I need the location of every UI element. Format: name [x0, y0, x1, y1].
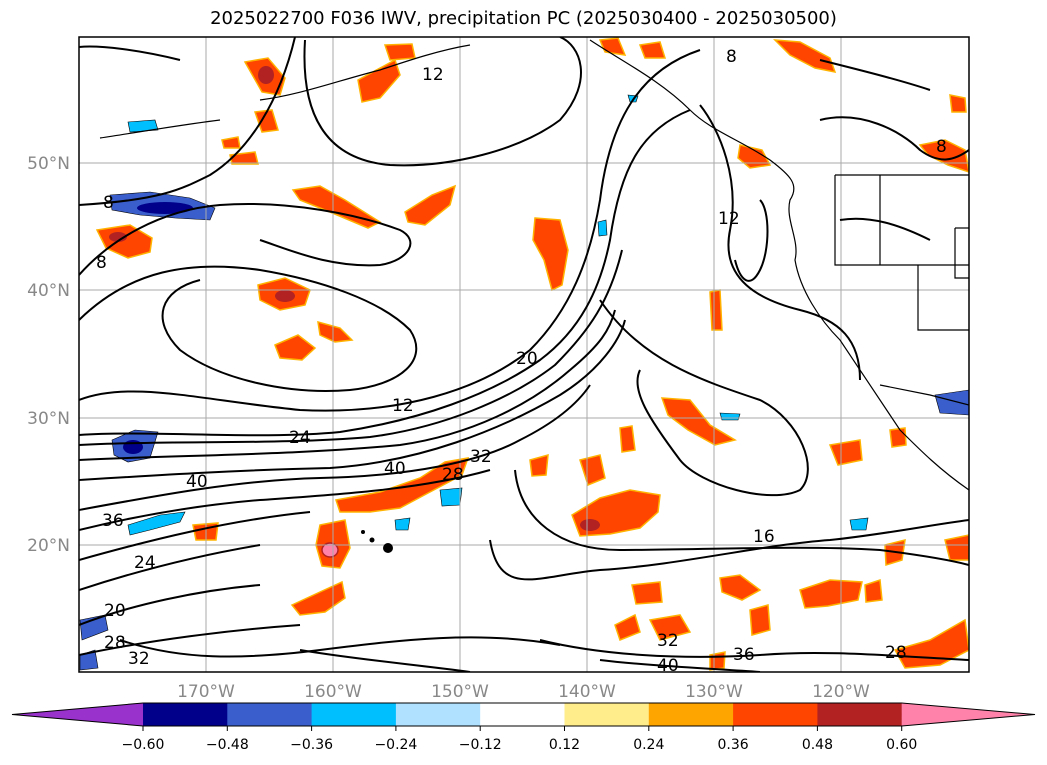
colorbar-segment — [648, 703, 734, 726]
colorbar-extend-low — [12, 703, 143, 726]
contour-label: 8 — [726, 47, 737, 67]
lon-tick-label: 170°W — [177, 682, 235, 702]
hawaii-islands — [361, 530, 393, 553]
map-frame — [78, 36, 970, 673]
contour-label: 32 — [128, 649, 150, 669]
contour-label: 32 — [470, 447, 492, 467]
lat-tick-label: 20°N — [27, 536, 70, 556]
colorbar-segment — [395, 703, 481, 726]
colorbar-segment — [227, 703, 313, 726]
colorbar-tick-label: 0.24 — [633, 737, 664, 753]
contour-label: 24 — [134, 553, 156, 573]
colorbar-tick-label: 0.12 — [549, 737, 580, 753]
colorbar-tick-label: 0.48 — [802, 737, 833, 753]
contour-label: 36 — [733, 645, 755, 665]
contour-label: 20 — [104, 601, 126, 621]
colorbar: −0.60 −0.48 −0.36 −0.24 −0.12 0.12 0.24 0.36 0.4… — [11, 702, 1036, 753]
contour-label: 8 — [936, 137, 947, 157]
contour-label: 12 — [422, 65, 444, 85]
lat-tick-label: 30°N — [27, 409, 70, 429]
latitude-labels: 50°N 40°N 30°N 20°N — [27, 154, 70, 556]
longitude-labels: 170°W 160°W 150°W 140°W 130°W 120°W — [177, 682, 870, 702]
colorbar-segment — [564, 703, 650, 726]
coastlines — [99, 39, 969, 491]
contour-labels: 12 8 8 20 12 24 40 40 28 32 36 24 20 28 … — [96, 47, 947, 676]
colorbar-tick-label: 0.60 — [886, 737, 917, 753]
iwv-contours — [79, 37, 969, 672]
contour-label: 40 — [186, 472, 208, 492]
colorbar-segment — [311, 703, 397, 726]
contour-label: 40 — [384, 459, 406, 479]
precip-field — [95, 37, 969, 671]
lon-tick-label: 150°W — [431, 682, 489, 702]
colorbar-tick-label: 0.36 — [718, 737, 749, 753]
contour-label: 32 — [657, 631, 679, 651]
lon-tick-label: 160°W — [304, 682, 362, 702]
lat-tick-label: 50°N — [27, 154, 70, 174]
lon-tick-label: 120°W — [812, 682, 870, 702]
lon-tick-label: 130°W — [685, 682, 743, 702]
contour-label: 12 — [718, 209, 740, 229]
contour-label: 8 — [103, 193, 114, 213]
colorbar-tick-label: −0.36 — [290, 737, 333, 753]
contour-label: 16 — [753, 527, 775, 547]
colorbar-segment — [480, 703, 565, 726]
lon-tick-label: 140°W — [558, 682, 616, 702]
contour-label: 28 — [104, 633, 126, 653]
colorbar-tick-label: −0.12 — [459, 737, 502, 753]
colorbar-segment — [143, 703, 228, 726]
colorbar-tick-label: −0.60 — [122, 737, 165, 753]
colorbar-tick-label: −0.24 — [374, 737, 417, 753]
contour-label: 28 — [442, 465, 464, 485]
contour-label: 20 — [516, 349, 538, 369]
graticule — [79, 37, 969, 672]
colorbar-segment — [817, 703, 903, 726]
contour-label: 8 — [96, 253, 107, 273]
colorbar-tick-label: −0.48 — [206, 737, 249, 753]
contour-label: 36 — [102, 511, 124, 531]
colorbar-segment — [733, 703, 818, 726]
contour-label: 40 — [657, 656, 679, 676]
lat-tick-label: 40°N — [27, 281, 70, 301]
contour-label: 24 — [289, 428, 311, 448]
contour-label: 28 — [885, 643, 907, 663]
colorbar-extend-high — [901, 703, 1035, 726]
contour-label: 12 — [392, 396, 414, 416]
map-title: 2025022700 F036 IWV, precipitation PC (2… — [210, 8, 837, 29]
